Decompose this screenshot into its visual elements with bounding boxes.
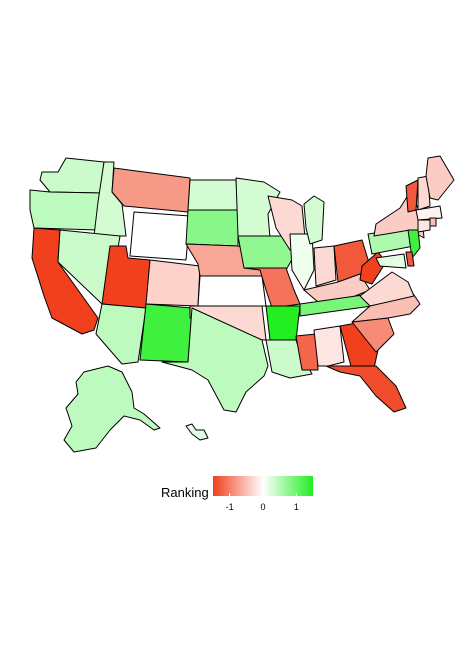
state-va	[359, 271, 415, 307]
state-la	[265, 339, 313, 379]
legend-tick-label: -1	[226, 502, 234, 512]
legend-tick-label: 0	[260, 502, 265, 512]
state-vt	[405, 179, 419, 213]
state-nd	[187, 179, 239, 211]
legend-colorbar	[213, 476, 313, 496]
state-ct	[417, 219, 431, 233]
state-wa	[39, 157, 105, 194]
state-md	[375, 253, 407, 269]
state-co	[145, 259, 201, 307]
state-fl	[325, 365, 407, 413]
state-ma	[415, 205, 443, 221]
state-nj	[407, 229, 421, 259]
state-or	[29, 189, 103, 231]
state-tx	[161, 307, 269, 413]
state-ia	[237, 235, 295, 271]
state-az	[95, 303, 147, 365]
state-mt	[111, 167, 191, 213]
state-al	[313, 325, 345, 367]
state-id	[93, 161, 127, 237]
state-hi	[185, 423, 209, 441]
state-sd	[185, 209, 239, 247]
legend-title: Ranking	[161, 485, 209, 500]
state-wy	[129, 211, 191, 261]
state-ar	[265, 305, 301, 341]
state-nh	[417, 175, 431, 211]
state-nm	[139, 303, 193, 363]
legend: Ranking -1 0 1	[161, 476, 313, 512]
legend-tick-label: 1	[294, 502, 299, 512]
state-ms	[295, 333, 319, 371]
state-mi	[303, 195, 325, 245]
state-me	[425, 155, 455, 201]
state-ks	[197, 275, 267, 307]
state-in	[313, 245, 337, 287]
state-ri	[429, 217, 437, 227]
states-layer	[29, 155, 455, 453]
state-ak	[63, 365, 161, 453]
legend-ticks: -1 0 1	[226, 493, 299, 512]
state-de	[405, 251, 415, 267]
